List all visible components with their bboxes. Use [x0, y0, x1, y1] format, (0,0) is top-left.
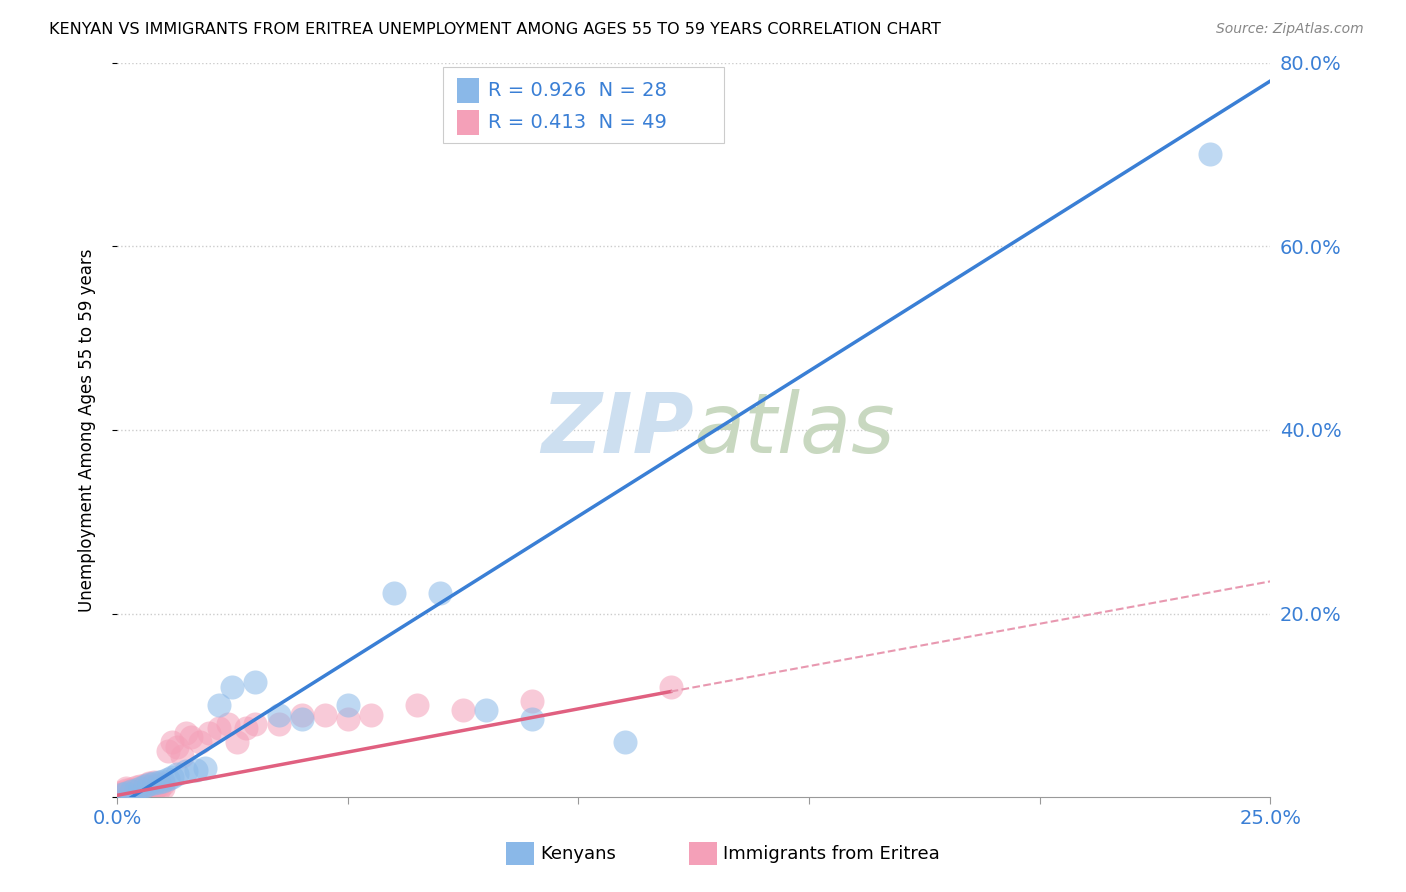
Point — [180, 731, 202, 745]
Point — [336, 698, 359, 713]
Point — [129, 780, 152, 795]
Point — [134, 780, 156, 795]
Point — [522, 694, 544, 708]
Point — [152, 777, 174, 791]
Point — [148, 778, 170, 792]
Point — [235, 721, 257, 735]
Text: Immigrants from Eritrea: Immigrants from Eritrea — [723, 845, 939, 863]
Point — [129, 786, 152, 800]
Point — [134, 779, 156, 793]
Point — [267, 716, 290, 731]
Point — [143, 782, 166, 797]
Point — [134, 784, 156, 798]
Point — [207, 698, 229, 713]
Point — [314, 707, 336, 722]
Point — [115, 786, 138, 800]
Point — [475, 703, 498, 717]
Point — [360, 707, 382, 722]
Point — [162, 735, 184, 749]
Point — [659, 680, 682, 694]
Point — [148, 775, 170, 789]
Point — [120, 781, 142, 796]
Point — [138, 780, 160, 794]
Point — [156, 744, 179, 758]
Point — [156, 772, 179, 786]
Text: R = 0.926  N = 28: R = 0.926 N = 28 — [488, 80, 666, 100]
Point — [176, 726, 198, 740]
Point — [166, 739, 188, 754]
Text: Source: ZipAtlas.com: Source: ZipAtlas.com — [1216, 22, 1364, 37]
Point — [138, 783, 160, 797]
Y-axis label: Unemployment Among Ages 55 to 59 years: Unemployment Among Ages 55 to 59 years — [79, 248, 96, 612]
Point — [129, 781, 152, 796]
Point — [194, 761, 217, 775]
Point — [138, 776, 160, 790]
Point — [143, 775, 166, 789]
Point — [406, 698, 429, 713]
Point — [115, 786, 138, 800]
Point — [166, 767, 188, 781]
Point — [429, 586, 451, 600]
Point — [124, 782, 146, 797]
Point — [138, 777, 160, 791]
Point — [111, 784, 134, 798]
Point — [198, 726, 221, 740]
Point — [111, 788, 134, 802]
Point — [115, 780, 138, 795]
Text: ZIP: ZIP — [541, 390, 693, 470]
Text: atlas: atlas — [693, 390, 896, 470]
Point — [124, 784, 146, 798]
Point — [120, 783, 142, 797]
Point — [148, 781, 170, 796]
Text: KENYAN VS IMMIGRANTS FROM ERITREA UNEMPLOYMENT AMONG AGES 55 TO 59 YEARS CORRELA: KENYAN VS IMMIGRANTS FROM ERITREA UNEMPL… — [49, 22, 941, 37]
Point — [124, 780, 146, 794]
Point — [226, 735, 249, 749]
Point — [170, 748, 193, 763]
Point — [221, 680, 243, 694]
Point — [217, 716, 239, 731]
Point — [245, 675, 267, 690]
Point — [115, 782, 138, 797]
Text: R = 0.413  N = 49: R = 0.413 N = 49 — [488, 112, 666, 132]
Point — [162, 770, 184, 784]
Point — [1199, 147, 1222, 161]
Point — [152, 780, 174, 795]
Point — [120, 783, 142, 797]
Point — [143, 776, 166, 790]
Text: Kenyans: Kenyans — [540, 845, 616, 863]
Point — [184, 763, 207, 777]
Point — [176, 764, 198, 779]
Point — [124, 782, 146, 797]
Point — [134, 778, 156, 792]
Point — [522, 712, 544, 726]
Point — [188, 735, 211, 749]
Point — [245, 716, 267, 731]
Point — [143, 779, 166, 793]
Point — [152, 773, 174, 788]
Point — [129, 779, 152, 793]
Point — [336, 712, 359, 726]
Point — [120, 787, 142, 801]
Point — [291, 712, 314, 726]
Point — [291, 707, 314, 722]
Point — [451, 703, 474, 717]
Point — [267, 707, 290, 722]
Point — [382, 586, 405, 600]
Point — [613, 735, 636, 749]
Point — [111, 788, 134, 802]
Point — [207, 721, 229, 735]
